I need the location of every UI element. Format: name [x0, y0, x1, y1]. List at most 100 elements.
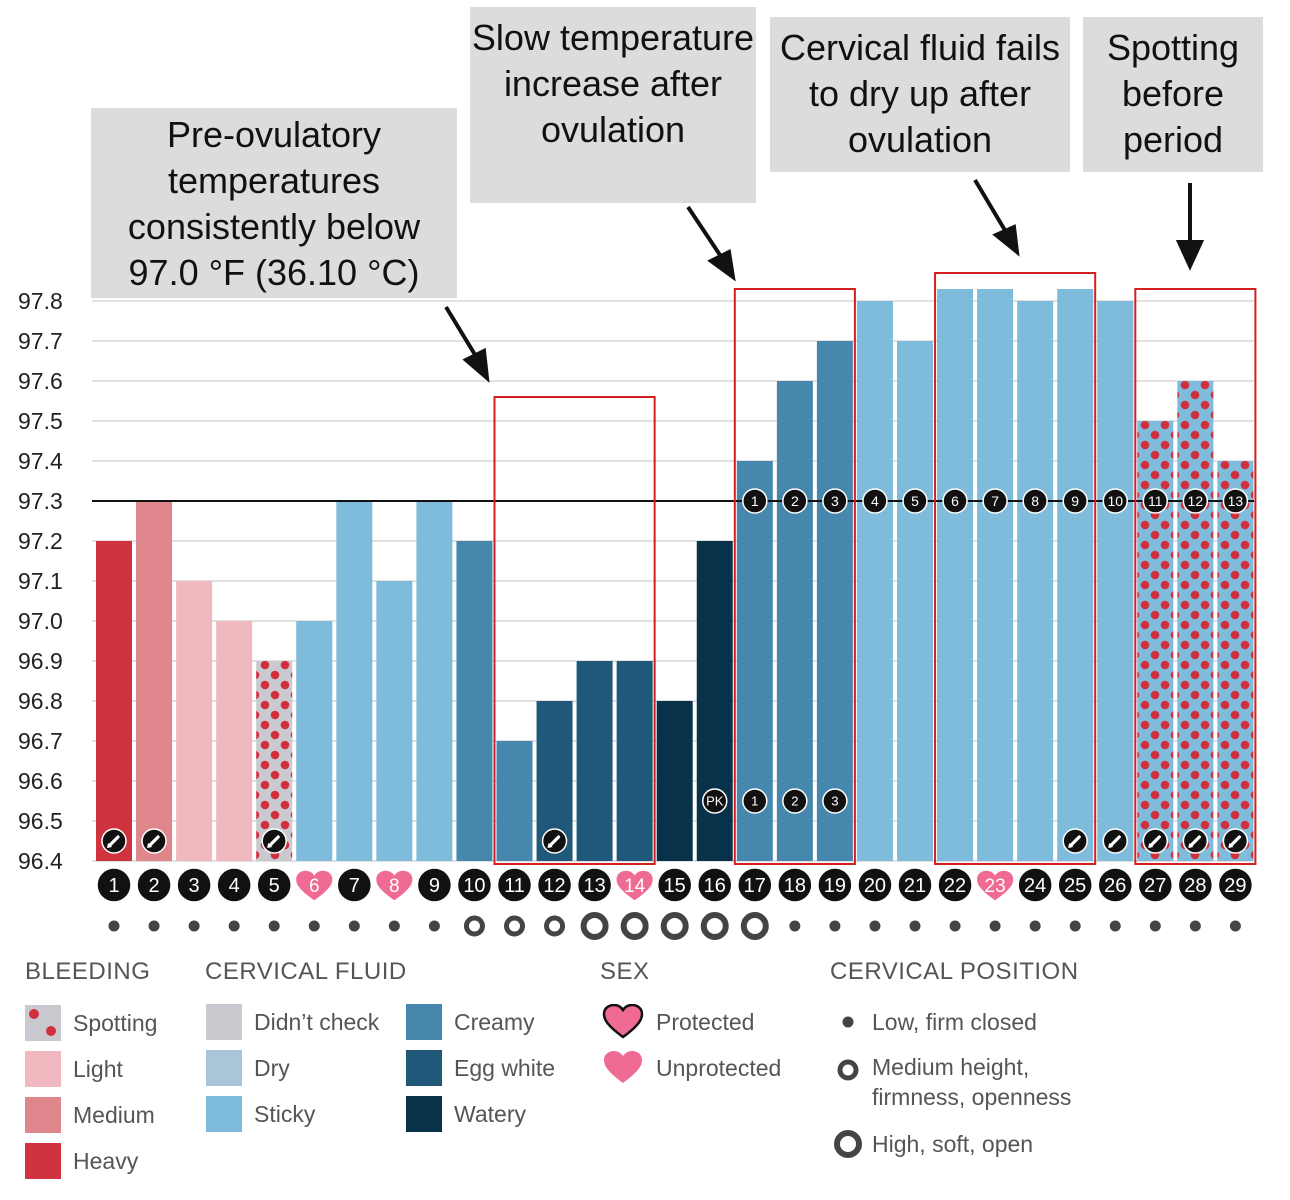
spotting-swatch — [25, 1005, 61, 1041]
day-number-label-circle — [777, 867, 813, 903]
sticky-swatch — [206, 1096, 242, 1132]
post-ovulation-day-label-circle — [1142, 488, 1169, 514]
temperature-bar — [656, 701, 693, 861]
temperature-bar — [1017, 301, 1054, 861]
post-ovulation-day-label: 3 — [831, 493, 839, 509]
legend-watery: Watery — [406, 1096, 526, 1132]
low-position-dot-icon — [869, 920, 881, 932]
post-ovulation-day-label: 10 — [1107, 493, 1123, 509]
legend-medium-position: Medium height, firmness, openness — [830, 1052, 1071, 1114]
temperature-bar — [616, 661, 653, 861]
pencil-note-icon — [261, 828, 287, 854]
low-position-dot-icon — [348, 920, 360, 932]
legend-label: Didn’t check — [254, 1008, 380, 1035]
low-position-dot-icon — [1029, 920, 1041, 932]
day-number-label-circle — [576, 867, 613, 903]
peak-count-label: 2 — [791, 794, 798, 809]
medium-position-ring-icon — [837, 1059, 859, 1081]
day-number-label: 4 — [229, 875, 240, 897]
day-number-label-circle — [536, 867, 573, 903]
day-number-label: 16 — [704, 875, 726, 897]
arrow-slow-rise — [686, 205, 724, 260]
temperature-bar — [296, 621, 333, 861]
day-number-label-circle — [216, 867, 252, 903]
legend-sticky: Sticky — [206, 1096, 315, 1132]
legend-label: Light — [73, 1055, 123, 1082]
low-position-dot-icon — [909, 920, 921, 932]
post-ovulation-day-label-circle — [902, 488, 928, 514]
peak-count-label: 3 — [831, 794, 838, 809]
y-tick-label: 97.5 — [18, 408, 63, 434]
low-position-dot-icon — [1109, 920, 1121, 932]
legend-fluid-title: CERVICAL FLUID — [205, 958, 407, 985]
post-ovulation-day-label: 8 — [1031, 493, 1039, 509]
post-ovulation-day-label: 4 — [871, 493, 879, 509]
peak-count-label-circle — [782, 788, 808, 814]
legend-light: Light — [25, 1051, 123, 1087]
y-tick-label: 97.6 — [18, 368, 63, 394]
temperature-bar — [1177, 381, 1214, 861]
day-number-label: 7 — [349, 875, 360, 897]
low-position-dot-icon — [228, 920, 240, 932]
heart-icon — [296, 870, 333, 901]
day-number-label: 20 — [864, 875, 886, 897]
y-tick-label: 97.1 — [18, 568, 63, 594]
low-position-dot-icon — [949, 920, 961, 932]
post-ovulation-day-label: 12 — [1188, 493, 1204, 509]
legend-creamy: Creamy — [406, 1004, 535, 1040]
legend-didnt-check: Didn’t check — [206, 1004, 379, 1040]
didnt-check-swatch — [206, 1004, 242, 1040]
post-ovulation-day-label: 7 — [991, 493, 999, 509]
y-tick-label: 97.4 — [18, 448, 63, 474]
day-number-label-circle — [496, 867, 533, 903]
day-number-label: 8 — [389, 876, 400, 897]
peak-count-label-circle — [742, 788, 768, 814]
post-ovulation-day-label: 6 — [951, 493, 959, 509]
temperature-bar — [897, 341, 933, 861]
pencil-note-icon — [1142, 828, 1169, 854]
legend-label: Unprotected — [656, 1054, 782, 1081]
temperature-bar — [776, 381, 813, 861]
arrow-head — [992, 224, 1020, 257]
heart-outline-icon — [602, 1004, 644, 1039]
legend-protected: Protected — [602, 1004, 754, 1040]
arrow-head — [462, 347, 490, 383]
day-number-label: 14 — [624, 876, 646, 897]
legend-bleeding-title: BLEEDING — [25, 958, 151, 985]
pencil-note-icon — [101, 828, 127, 854]
day-number-label-circle — [96, 867, 132, 903]
high-position-ring-icon — [834, 1130, 862, 1158]
pencil-note-icon — [1102, 828, 1128, 854]
low-position-dot-icon — [789, 920, 801, 932]
day-number-label: 11 — [504, 875, 525, 897]
day-number-label: 15 — [664, 875, 686, 897]
legend-unprotected: Unprotected — [602, 1050, 781, 1086]
post-ovulation-day-label: 5 — [911, 493, 919, 509]
low-position-dot-icon — [989, 920, 1001, 932]
y-tick-label: 96.9 — [18, 648, 63, 674]
y-tick-label: 97.8 — [18, 288, 63, 314]
y-tick-label: 97.0 — [18, 608, 63, 634]
legend-label: High, soft, open — [872, 1130, 1034, 1157]
low-position-dot-icon — [388, 920, 400, 932]
temperature-bar — [856, 301, 893, 861]
low-position-dot-icon — [428, 920, 440, 932]
highlight-box — [934, 272, 1097, 865]
day-number-label-circle — [1137, 867, 1174, 903]
legend-low: Low, firm closed — [830, 1004, 1037, 1040]
temperature-bar — [456, 541, 493, 861]
post-ovulation-day-label-circle — [862, 488, 888, 514]
legend-label: Egg white — [454, 1054, 556, 1081]
temperature-bar — [576, 661, 613, 861]
y-tick-label: 96.5 — [18, 808, 63, 834]
temperature-bar — [216, 621, 253, 861]
high-position-ring-icon — [700, 912, 729, 940]
post-ovulation-day-label-circle — [742, 488, 768, 514]
pencil-note-icon — [141, 828, 167, 854]
day-number-label: 26 — [1104, 875, 1126, 897]
day-number-label: 10 — [463, 875, 485, 897]
y-tick-label: 96.6 — [18, 768, 63, 794]
day-number-label: 3 — [189, 875, 200, 897]
y-tick-label: 97.3 — [18, 488, 63, 514]
post-ovulation-day-label-circle — [982, 488, 1008, 514]
